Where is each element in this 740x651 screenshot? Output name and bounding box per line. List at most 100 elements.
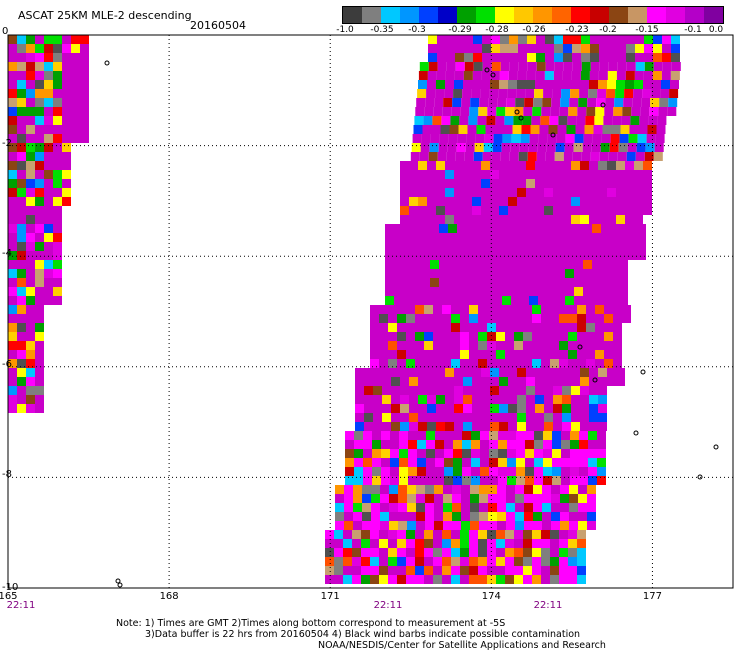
data-cell — [44, 62, 53, 71]
data-cell — [572, 53, 581, 62]
data-cell — [592, 242, 601, 251]
island-mark — [577, 344, 583, 350]
data-cell — [8, 296, 17, 305]
colorbar-tick-label: -0.2 — [599, 25, 617, 35]
data-cell — [653, 62, 663, 71]
data-cell — [583, 260, 592, 269]
data-cell — [454, 80, 463, 89]
data-cell — [425, 485, 434, 494]
data-cell — [560, 512, 569, 521]
data-cell — [478, 323, 487, 332]
data-cell — [406, 332, 415, 341]
data-cell — [662, 62, 672, 71]
data-cell — [503, 125, 513, 134]
data-cell — [659, 98, 669, 107]
data-cell — [452, 503, 461, 512]
data-cell — [565, 278, 574, 287]
data-cell — [480, 476, 489, 485]
data-cell — [586, 341, 595, 350]
data-cell — [483, 143, 493, 152]
data-cell — [388, 539, 397, 548]
data-cell — [599, 53, 608, 62]
data-cell — [415, 305, 424, 314]
data-cell — [637, 251, 646, 260]
data-cell — [639, 116, 649, 125]
data-cell — [403, 242, 412, 251]
data-cell — [616, 170, 625, 179]
data-cell — [558, 116, 568, 125]
data-cell — [567, 116, 577, 125]
data-cell — [409, 215, 418, 224]
data-cell — [486, 116, 496, 125]
data-cell — [466, 134, 476, 143]
data-cell — [587, 98, 597, 107]
data-cell — [526, 170, 535, 179]
data-cell — [17, 125, 26, 134]
data-cell — [509, 35, 518, 44]
data-cell — [507, 449, 516, 458]
data-cell — [454, 71, 464, 80]
data-cell — [426, 476, 435, 485]
data-cell — [390, 449, 399, 458]
data-cell — [569, 494, 578, 503]
data-cell — [626, 62, 636, 71]
data-cell — [379, 539, 388, 548]
data-cell — [526, 395, 535, 404]
data-cell — [382, 422, 391, 431]
data-cell — [572, 152, 582, 161]
data-cell — [628, 134, 638, 143]
data-cell — [534, 476, 543, 485]
data-cell — [17, 260, 26, 269]
data-cell — [352, 557, 361, 566]
data-cell — [534, 440, 543, 449]
data-cell — [345, 431, 354, 440]
data-cell — [525, 458, 534, 467]
data-cell — [535, 386, 544, 395]
data-cell — [35, 161, 44, 170]
data-cell — [442, 548, 451, 557]
data-cell — [482, 62, 492, 71]
data-cell — [44, 134, 53, 143]
data-cell — [399, 431, 408, 440]
data-cell — [35, 251, 44, 260]
data-cell — [427, 71, 437, 80]
latitude-label: -2 — [2, 137, 12, 149]
data-cell — [509, 62, 519, 71]
data-cell — [667, 107, 677, 116]
data-cell — [17, 89, 26, 98]
data-cell — [409, 386, 418, 395]
data-cell — [538, 278, 547, 287]
data-cell — [448, 233, 457, 242]
data-cell — [35, 305, 44, 314]
data-cell — [17, 359, 26, 368]
data-cell — [488, 521, 497, 530]
data-cell — [500, 44, 509, 53]
data-cell — [586, 332, 595, 341]
longitude-label: 168 — [159, 591, 179, 602]
data-cell — [454, 422, 463, 431]
data-cell — [430, 224, 439, 233]
data-cell — [427, 161, 436, 170]
data-cell — [8, 359, 17, 368]
data-cell — [540, 116, 550, 125]
data-cell — [481, 170, 490, 179]
data-cell — [572, 35, 581, 44]
data-cell — [508, 197, 517, 206]
data-cell — [500, 62, 510, 71]
data-cell — [445, 179, 454, 188]
data-cell — [424, 566, 433, 575]
data-cell — [343, 530, 352, 539]
data-cell — [617, 53, 626, 62]
data-cell — [599, 35, 608, 44]
data-cell — [595, 350, 604, 359]
data-cell — [424, 530, 433, 539]
data-cell — [412, 224, 421, 233]
data-cell — [517, 161, 526, 170]
data-cell — [435, 431, 444, 440]
data-cell — [35, 89, 44, 98]
data-cell — [543, 458, 552, 467]
data-cell — [490, 206, 499, 215]
data-cell — [8, 134, 17, 143]
longitude-label: 174 — [481, 591, 501, 602]
data-cell — [362, 503, 371, 512]
